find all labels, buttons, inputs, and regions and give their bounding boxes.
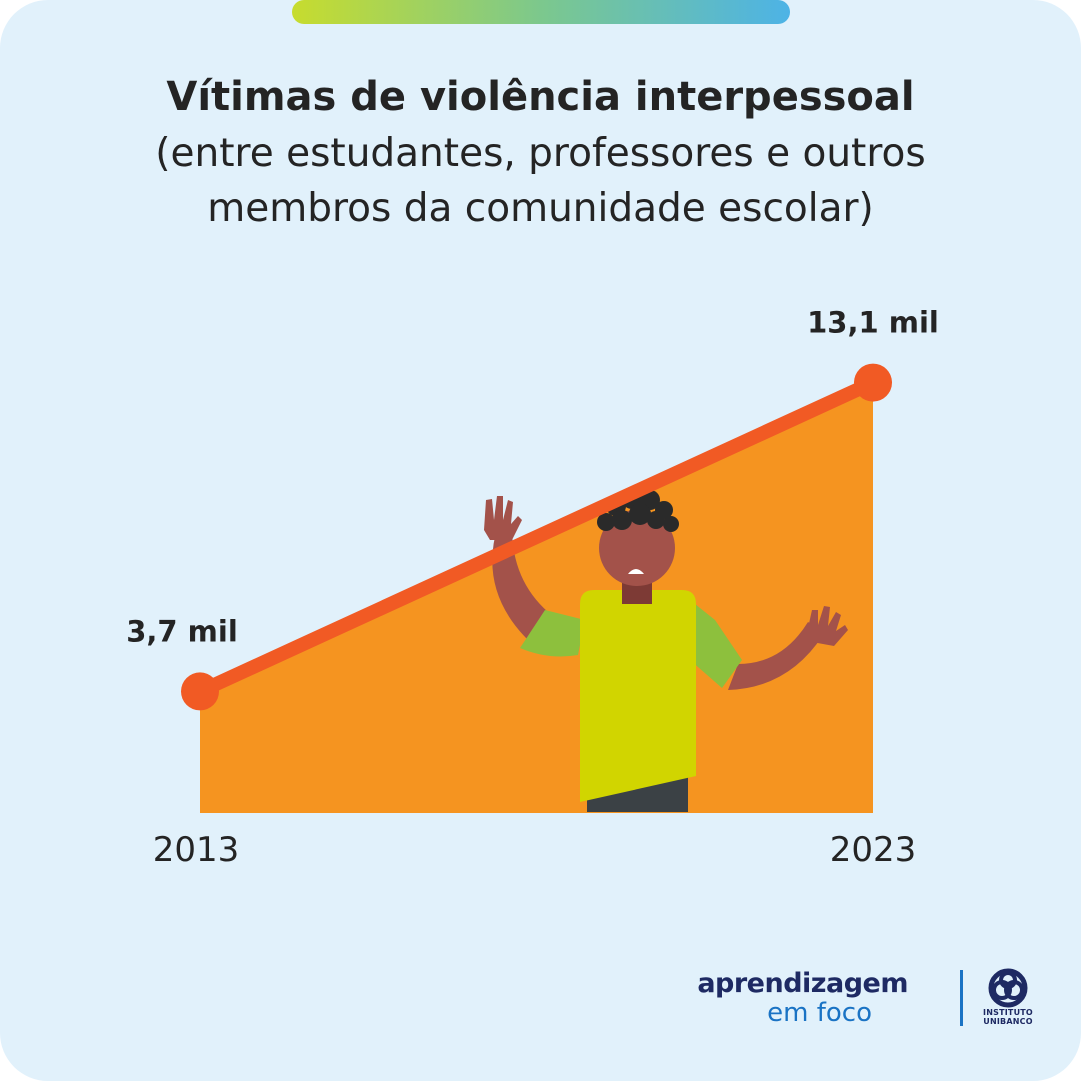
data-point-2013 — [181, 672, 219, 711]
person-right-arm — [728, 622, 825, 690]
logo-text-line-2: UNIBANCO — [983, 1017, 1033, 1026]
x-tick-2013: 2013 — [153, 830, 240, 870]
brand-footer: aprendizagem em foco INSTITUTO UNIBANCO — [697, 966, 1040, 1036]
subtitle-line-1: (entre estudantes, professores e outros — [155, 131, 926, 176]
person-mouth — [628, 569, 644, 574]
person-left-hand — [484, 496, 522, 540]
person-shirt — [580, 590, 696, 802]
person-left-sleeve — [520, 610, 585, 657]
logo-text-line-1: INSTITUTO — [983, 1008, 1033, 1017]
data-label-2013: 3,7 mil — [126, 614, 238, 648]
data-label-2023: 13,1 mil — [807, 306, 939, 340]
subtitle-line-2: membros da comunidade escolar) — [207, 186, 874, 231]
series-line — [193, 375, 880, 699]
instituto-unibanco-logo — [988, 968, 1028, 1008]
chart-title: Vítimas de violência interpessoal — [166, 74, 915, 120]
brand-wordmark: aprendizagem — [697, 968, 908, 999]
person-right-sleeve — [690, 600, 742, 688]
area-fill — [200, 382, 873, 813]
person-right-hand — [808, 606, 848, 646]
chart-subtitle: (entre estudantes, professores e outros … — [60, 126, 1021, 236]
x-tick-2023: 2023 — [830, 830, 917, 870]
gradient-top-bar — [292, 0, 790, 24]
brand-divider — [960, 970, 963, 1026]
brand-subtitle: em foco — [767, 998, 872, 1028]
data-point-2023 — [854, 363, 892, 402]
